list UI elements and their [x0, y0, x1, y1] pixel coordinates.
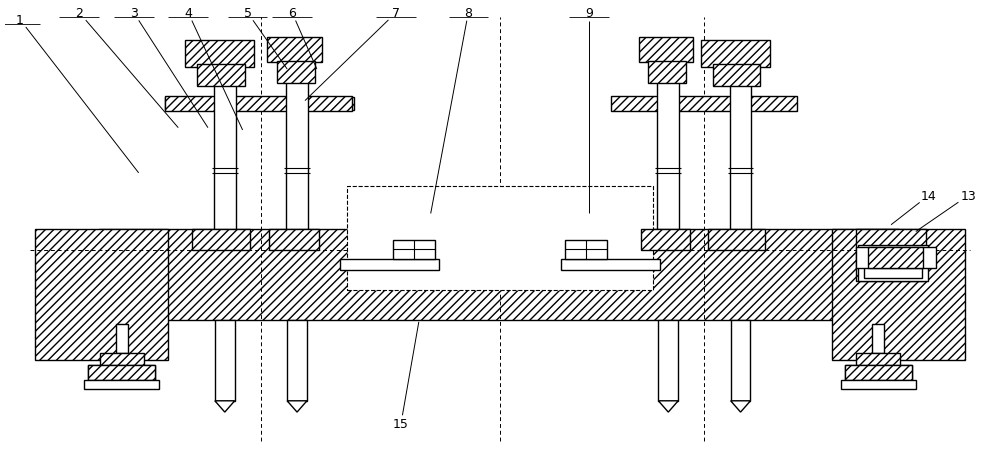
- Text: 14: 14: [921, 189, 937, 202]
- Bar: [277, 62, 315, 83]
- Bar: [165, 97, 352, 111]
- Polygon shape: [287, 401, 307, 412]
- Bar: [100, 353, 144, 366]
- Bar: [832, 230, 965, 360]
- Bar: [841, 380, 916, 389]
- Text: 7: 7: [392, 7, 400, 20]
- Bar: [88, 365, 155, 381]
- Bar: [88, 365, 155, 381]
- Bar: [611, 97, 797, 111]
- Polygon shape: [731, 401, 750, 412]
- Text: 1: 1: [16, 14, 24, 27]
- Bar: [214, 66, 236, 230]
- Bar: [35, 230, 168, 360]
- Text: 4: 4: [184, 7, 192, 20]
- Bar: [845, 365, 912, 381]
- Bar: [286, 66, 308, 230]
- Bar: [84, 380, 159, 389]
- Bar: [731, 320, 750, 401]
- Bar: [701, 40, 770, 68]
- Polygon shape: [658, 401, 678, 412]
- Bar: [713, 66, 760, 87]
- Bar: [185, 40, 254, 68]
- Bar: [730, 66, 751, 230]
- Bar: [856, 248, 936, 268]
- Bar: [708, 230, 765, 250]
- Bar: [561, 259, 660, 270]
- Bar: [347, 187, 653, 291]
- Text: 8: 8: [464, 7, 472, 20]
- Bar: [165, 98, 200, 111]
- Bar: [856, 230, 926, 282]
- Bar: [856, 353, 900, 366]
- Bar: [269, 230, 319, 250]
- Text: 9: 9: [585, 7, 593, 20]
- Bar: [868, 248, 923, 268]
- Bar: [565, 240, 607, 259]
- Text: 2: 2: [75, 7, 83, 20]
- Bar: [845, 365, 912, 381]
- Bar: [267, 38, 322, 63]
- Bar: [99, 230, 899, 320]
- Bar: [116, 324, 128, 354]
- Bar: [197, 66, 245, 87]
- Bar: [639, 38, 693, 63]
- Bar: [872, 324, 884, 354]
- Text: 13: 13: [960, 189, 976, 202]
- Bar: [215, 320, 235, 401]
- Bar: [287, 320, 307, 401]
- Bar: [658, 320, 678, 401]
- Bar: [864, 248, 922, 279]
- Bar: [858, 246, 928, 282]
- Bar: [317, 98, 354, 111]
- Bar: [192, 230, 250, 250]
- Text: 5: 5: [244, 7, 252, 20]
- Polygon shape: [215, 401, 235, 412]
- Bar: [641, 230, 690, 250]
- Bar: [648, 62, 686, 83]
- Bar: [393, 240, 435, 259]
- Text: 3: 3: [130, 7, 138, 20]
- Bar: [340, 259, 439, 270]
- Text: 6: 6: [288, 7, 296, 20]
- Text: 15: 15: [393, 417, 409, 430]
- Bar: [657, 66, 679, 230]
- Bar: [167, 98, 326, 111]
